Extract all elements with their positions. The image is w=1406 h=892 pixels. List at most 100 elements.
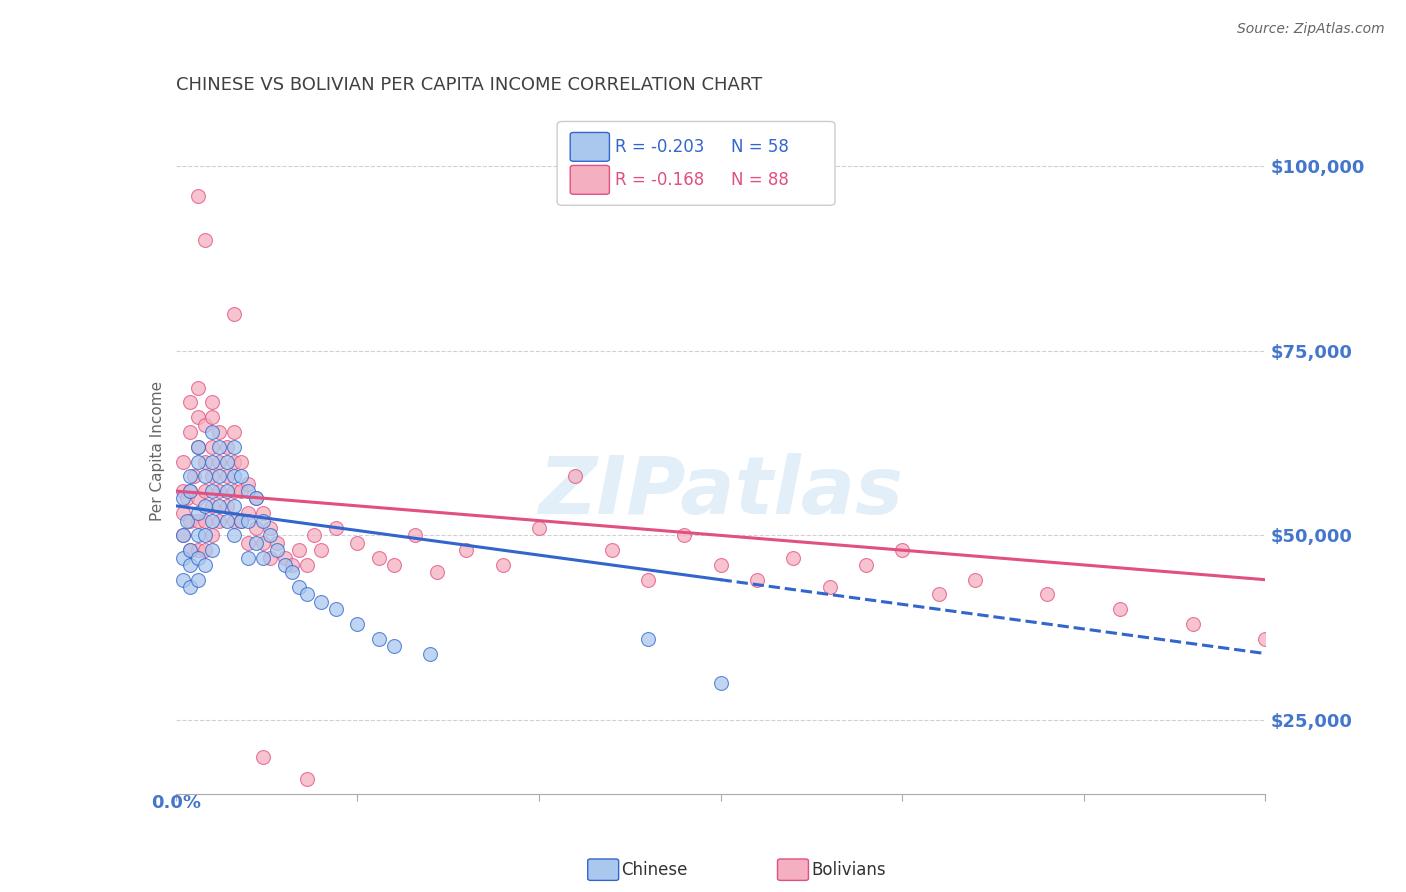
FancyBboxPatch shape [557, 121, 835, 205]
Point [186, 550, 209, 565]
Point [745, 573, 768, 587]
Point [179, 469, 201, 483]
Point [208, 484, 231, 499]
Point [222, 307, 245, 321]
Point [405, 528, 427, 542]
Point [172, 573, 194, 587]
Point [215, 499, 238, 513]
Point [201, 484, 224, 499]
Point [426, 566, 449, 580]
Point [179, 543, 201, 558]
Point [309, 543, 332, 558]
Point [252, 550, 274, 565]
Point [222, 454, 245, 468]
Point [201, 395, 224, 409]
Point [186, 454, 209, 468]
Point [194, 543, 217, 558]
Point [295, 772, 318, 786]
FancyBboxPatch shape [571, 132, 609, 161]
Point [274, 550, 297, 565]
Point [368, 550, 391, 565]
Point [194, 417, 217, 432]
Text: CHINESE VS BOLIVIAN PER CAPITA INCOME CORRELATION CHART: CHINESE VS BOLIVIAN PER CAPITA INCOME CO… [176, 77, 762, 95]
Text: N = 58: N = 58 [731, 138, 789, 156]
Point [208, 440, 231, 454]
Point [215, 514, 238, 528]
Point [637, 632, 659, 646]
Point [266, 543, 288, 558]
Point [238, 484, 260, 499]
Point [231, 454, 253, 468]
Point [600, 543, 623, 558]
Point [1109, 602, 1132, 616]
Point [527, 521, 550, 535]
Point [266, 535, 288, 549]
Point [288, 543, 311, 558]
Point [201, 514, 224, 528]
Point [201, 410, 224, 425]
Point [281, 566, 304, 580]
Text: Chinese: Chinese [621, 861, 688, 879]
Point [194, 454, 217, 468]
Text: 0.0%: 0.0% [150, 794, 201, 812]
Point [245, 491, 267, 506]
Point [201, 528, 224, 542]
Text: R = -0.168: R = -0.168 [614, 171, 704, 189]
Point [891, 543, 914, 558]
Text: Bolivians: Bolivians [811, 861, 886, 879]
Point [1036, 587, 1059, 601]
Point [201, 440, 224, 454]
Point [186, 514, 209, 528]
Point [238, 550, 260, 565]
Point [309, 595, 332, 609]
Point [222, 484, 245, 499]
Point [172, 506, 194, 520]
Point [238, 514, 260, 528]
Point [1254, 632, 1277, 646]
Point [368, 632, 391, 646]
Point [186, 188, 209, 202]
Point [172, 550, 194, 565]
Point [231, 514, 253, 528]
Point [245, 521, 267, 535]
Point [222, 528, 245, 542]
Point [179, 484, 201, 499]
Point [252, 506, 274, 520]
Point [928, 587, 950, 601]
Point [231, 514, 253, 528]
Point [302, 528, 325, 542]
Point [215, 454, 238, 468]
Point [382, 639, 405, 653]
Point [183, 469, 205, 483]
Point [245, 535, 267, 549]
Point [238, 506, 260, 520]
Point [208, 469, 231, 483]
Point [179, 484, 201, 499]
Point [194, 558, 217, 572]
Point [673, 528, 696, 542]
Point [238, 476, 260, 491]
Point [179, 425, 201, 439]
Point [201, 425, 224, 439]
Point [179, 558, 201, 572]
Point [215, 484, 238, 499]
Point [194, 528, 217, 542]
Point [194, 469, 217, 483]
Point [208, 514, 231, 528]
Point [492, 558, 515, 572]
Point [172, 484, 194, 499]
Point [419, 647, 441, 661]
Point [186, 410, 209, 425]
Point [194, 514, 217, 528]
Point [201, 543, 224, 558]
Point [172, 491, 194, 506]
Point [963, 573, 986, 587]
Point [186, 543, 209, 558]
Point [281, 558, 304, 572]
Point [186, 528, 209, 542]
Text: Source: ZipAtlas.com: Source: ZipAtlas.com [1237, 22, 1385, 37]
Point [637, 573, 659, 587]
Point [201, 454, 224, 468]
Point [222, 469, 245, 483]
Point [176, 491, 198, 506]
